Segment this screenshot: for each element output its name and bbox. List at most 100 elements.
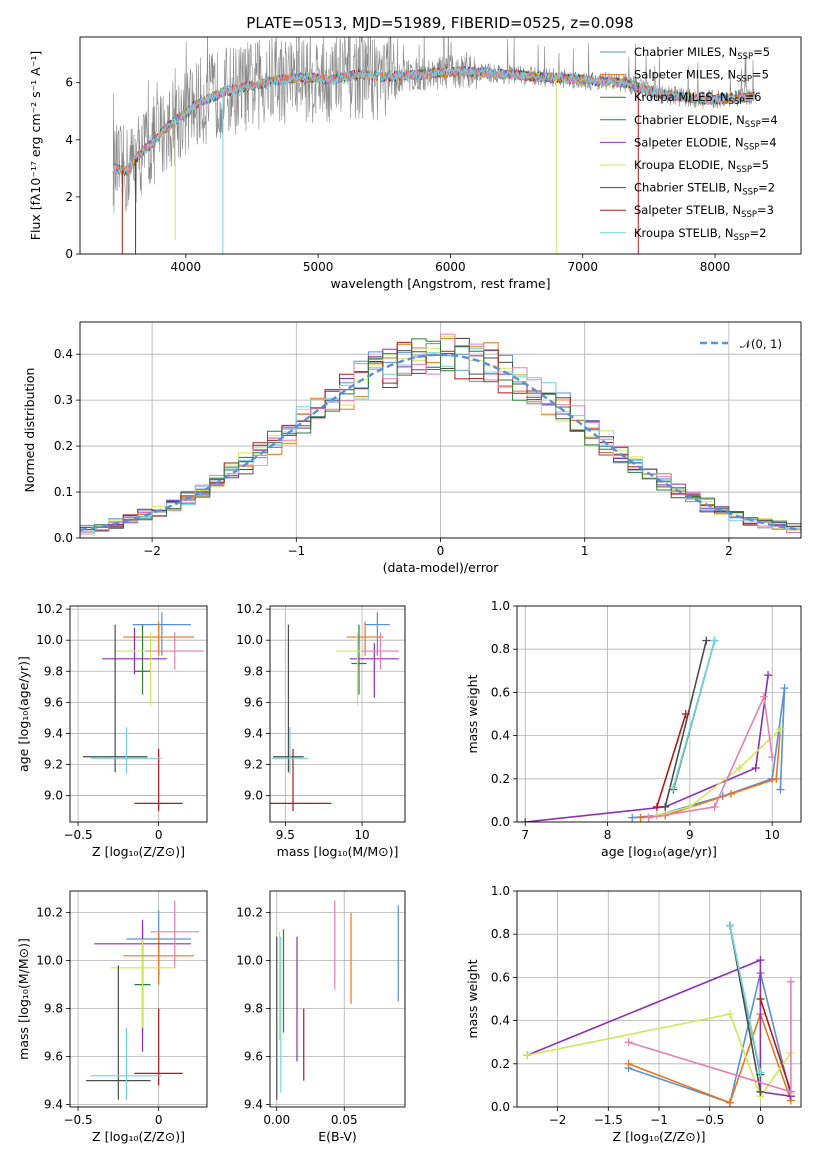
y-axis-label: mass [log₁₀(M/M⊙)]: [16, 938, 31, 1060]
weight-marker: [681, 710, 690, 718]
y-tick-label: 0: [65, 247, 73, 261]
weight-marker: [772, 774, 781, 783]
errorbar-point: [365, 612, 390, 656]
axes-spectrum: 4000 5000 6000 7000 8000 0 2 4 6 wavelength [Angs…: [28, 36, 802, 291]
y-tick-label: 0.0: [54, 531, 73, 545]
spectrum-legend: Chabrier MILES, NSSP=5 Salpeter MILES, NS…: [600, 45, 778, 243]
plot-area-residuals: [80, 322, 801, 538]
plot-area-mass_vs_Z: [70, 891, 207, 1107]
errorbar-point: [150, 900, 199, 968]
y-tick-label: 9.4: [244, 726, 263, 740]
y-tick-label: 9.4: [244, 1098, 263, 1112]
x-tick-label: −1.5: [594, 1113, 623, 1127]
weight-marker: [726, 1098, 734, 1107]
axes-frame: [269, 605, 406, 823]
errorbar-point: [123, 931, 195, 985]
axes-frame: [516, 890, 802, 1108]
ticks-mass_vs_Z: −0.5 0 9.4 9.6 9.8 10.0 10.2: [36, 906, 162, 1127]
y-axis-label: Flux [fλ10⁻¹⁷ erg cm⁻² s⁻¹ A⁻¹]: [28, 51, 43, 240]
weight-series-line: [526, 958, 792, 1097]
y-tick-label: 10.2: [36, 602, 63, 616]
errorbar-point: [273, 624, 304, 773]
weight-series-line: [628, 1011, 792, 1104]
axes-mass_vs_EBV: 0.00 0.05 9.4 9.6 9.8 10.0 10.2 E(B-V): [236, 890, 406, 1144]
axes-residuals: −2 −1 0 1 2 0.0 0.1 0.2 0.3 0.4 (data-model)/error…: [22, 321, 802, 575]
x-tick-label: 8000: [700, 260, 731, 274]
x-tick-label: 10: [765, 828, 780, 842]
weight-series-line: [525, 674, 769, 822]
y-tick-label: 9.6: [244, 695, 263, 709]
errorbar-point: [134, 1008, 183, 1086]
x-tick-label: 7: [521, 828, 529, 842]
plot-area-weight_vs_age: [517, 606, 801, 822]
weight-marker: [644, 813, 653, 822]
weight-marker: [636, 813, 645, 822]
residual-legend: 𝒩(0, 1): [700, 337, 782, 351]
axes-weight_vs_Z: −2 −1.5 −1 −0.5 0 0.0 0.2 0.4 0.6 0.8 1.0 Z [log₁₀(…: [465, 884, 802, 1144]
legend-entry: Kroupa MILES, NSSP=6: [634, 90, 761, 107]
x-tick-label: −0.5: [63, 828, 92, 842]
weight-marker: [624, 1059, 633, 1068]
weight-marker: [624, 1038, 633, 1047]
x-tick-label: 5000: [303, 260, 334, 274]
x-tick-label: −0.5: [695, 1113, 724, 1127]
normal-curve: [80, 353, 801, 532]
errorbar-point: [335, 632, 379, 706]
y-tick-label: 10.0: [236, 633, 263, 647]
errorbar-point: [270, 748, 332, 812]
errorbar-point: [134, 748, 183, 812]
y-tick-label: 6: [65, 76, 73, 90]
x-tick-label: 0.00: [263, 1113, 290, 1127]
x-tick-label: 2: [725, 544, 733, 558]
x-tick-label: 0: [155, 828, 163, 842]
y-tick-label: 0.2: [491, 1057, 510, 1071]
x-tick-label: −1: [287, 544, 305, 558]
weight-marker: [523, 1051, 532, 1060]
weight-marker: [756, 1087, 765, 1096]
y-tick-label: 2: [65, 190, 73, 204]
legend-entry: Chabrier ELODIE, NSSP=4: [634, 113, 778, 130]
x-tick-label: −2: [143, 544, 161, 558]
y-tick-label: 0.2: [491, 772, 510, 786]
errorbar-point: [132, 612, 191, 656]
y-tick-label: 0.4: [491, 1014, 510, 1028]
legend-entry: Kroupa ELODIE, NSSP=5: [634, 158, 769, 175]
y-tick-label: 9.4: [44, 726, 63, 740]
x-tick-label: 0: [437, 544, 445, 558]
weight-marker: [768, 753, 777, 762]
y-tick-label: 0.8: [491, 927, 510, 941]
y-tick-label: 0.2: [54, 439, 73, 453]
x-tick-label: 7000: [567, 260, 598, 274]
observed-spectrum-line: [112, 37, 755, 214]
ticks-age_vs_Z: −0.5 0 9.0 9.2 9.4 9.6 9.8 10.0 10.2: [36, 602, 162, 842]
legend-entry: Salpeter MILES, NSSP=5: [634, 68, 769, 85]
ticks-weight_vs_age: 7 8 9 10 0.0 0.2 0.4 0.6 0.8 1.0: [491, 599, 780, 842]
errorbar-point: [145, 632, 204, 670]
weight-marker: [756, 956, 765, 965]
x-tick-label: 0: [757, 1113, 765, 1127]
y-tick-label: 0.4: [491, 729, 510, 743]
x-tick-label: 8: [604, 828, 612, 842]
weight-marker: [756, 995, 765, 1003]
weight-marker: [759, 692, 768, 701]
errorbar-point: [90, 727, 162, 774]
weight-marker: [780, 684, 789, 693]
x-tick-label: 0: [155, 1113, 163, 1127]
y-tick-label: 9.0: [244, 789, 263, 803]
y-tick-label: 9.8: [44, 664, 63, 678]
x-axis-label: Z [log₁₀(Z/Z⊙)]: [92, 844, 185, 859]
axes-frame: [79, 36, 802, 255]
weight-series-line: [759, 998, 792, 1093]
residual-histogram: [80, 338, 801, 531]
weight-marker: [751, 764, 760, 772]
y-tick-label: 1.0: [491, 599, 510, 613]
y-tick-label: 9.2: [44, 758, 63, 772]
y-axis-label: mass weight: [465, 959, 480, 1038]
ticks-weight_vs_Z: −2 −1.5 −1 −0.5 0 0.0 0.2 0.4 0.6 0.8 1.0: [491, 884, 764, 1127]
weight-marker: [669, 783, 678, 792]
weight-series-line: [672, 640, 716, 788]
y-tick-label: 10.0: [236, 954, 263, 968]
weight-marker: [652, 802, 661, 811]
x-tick-label: 4000: [171, 260, 202, 274]
